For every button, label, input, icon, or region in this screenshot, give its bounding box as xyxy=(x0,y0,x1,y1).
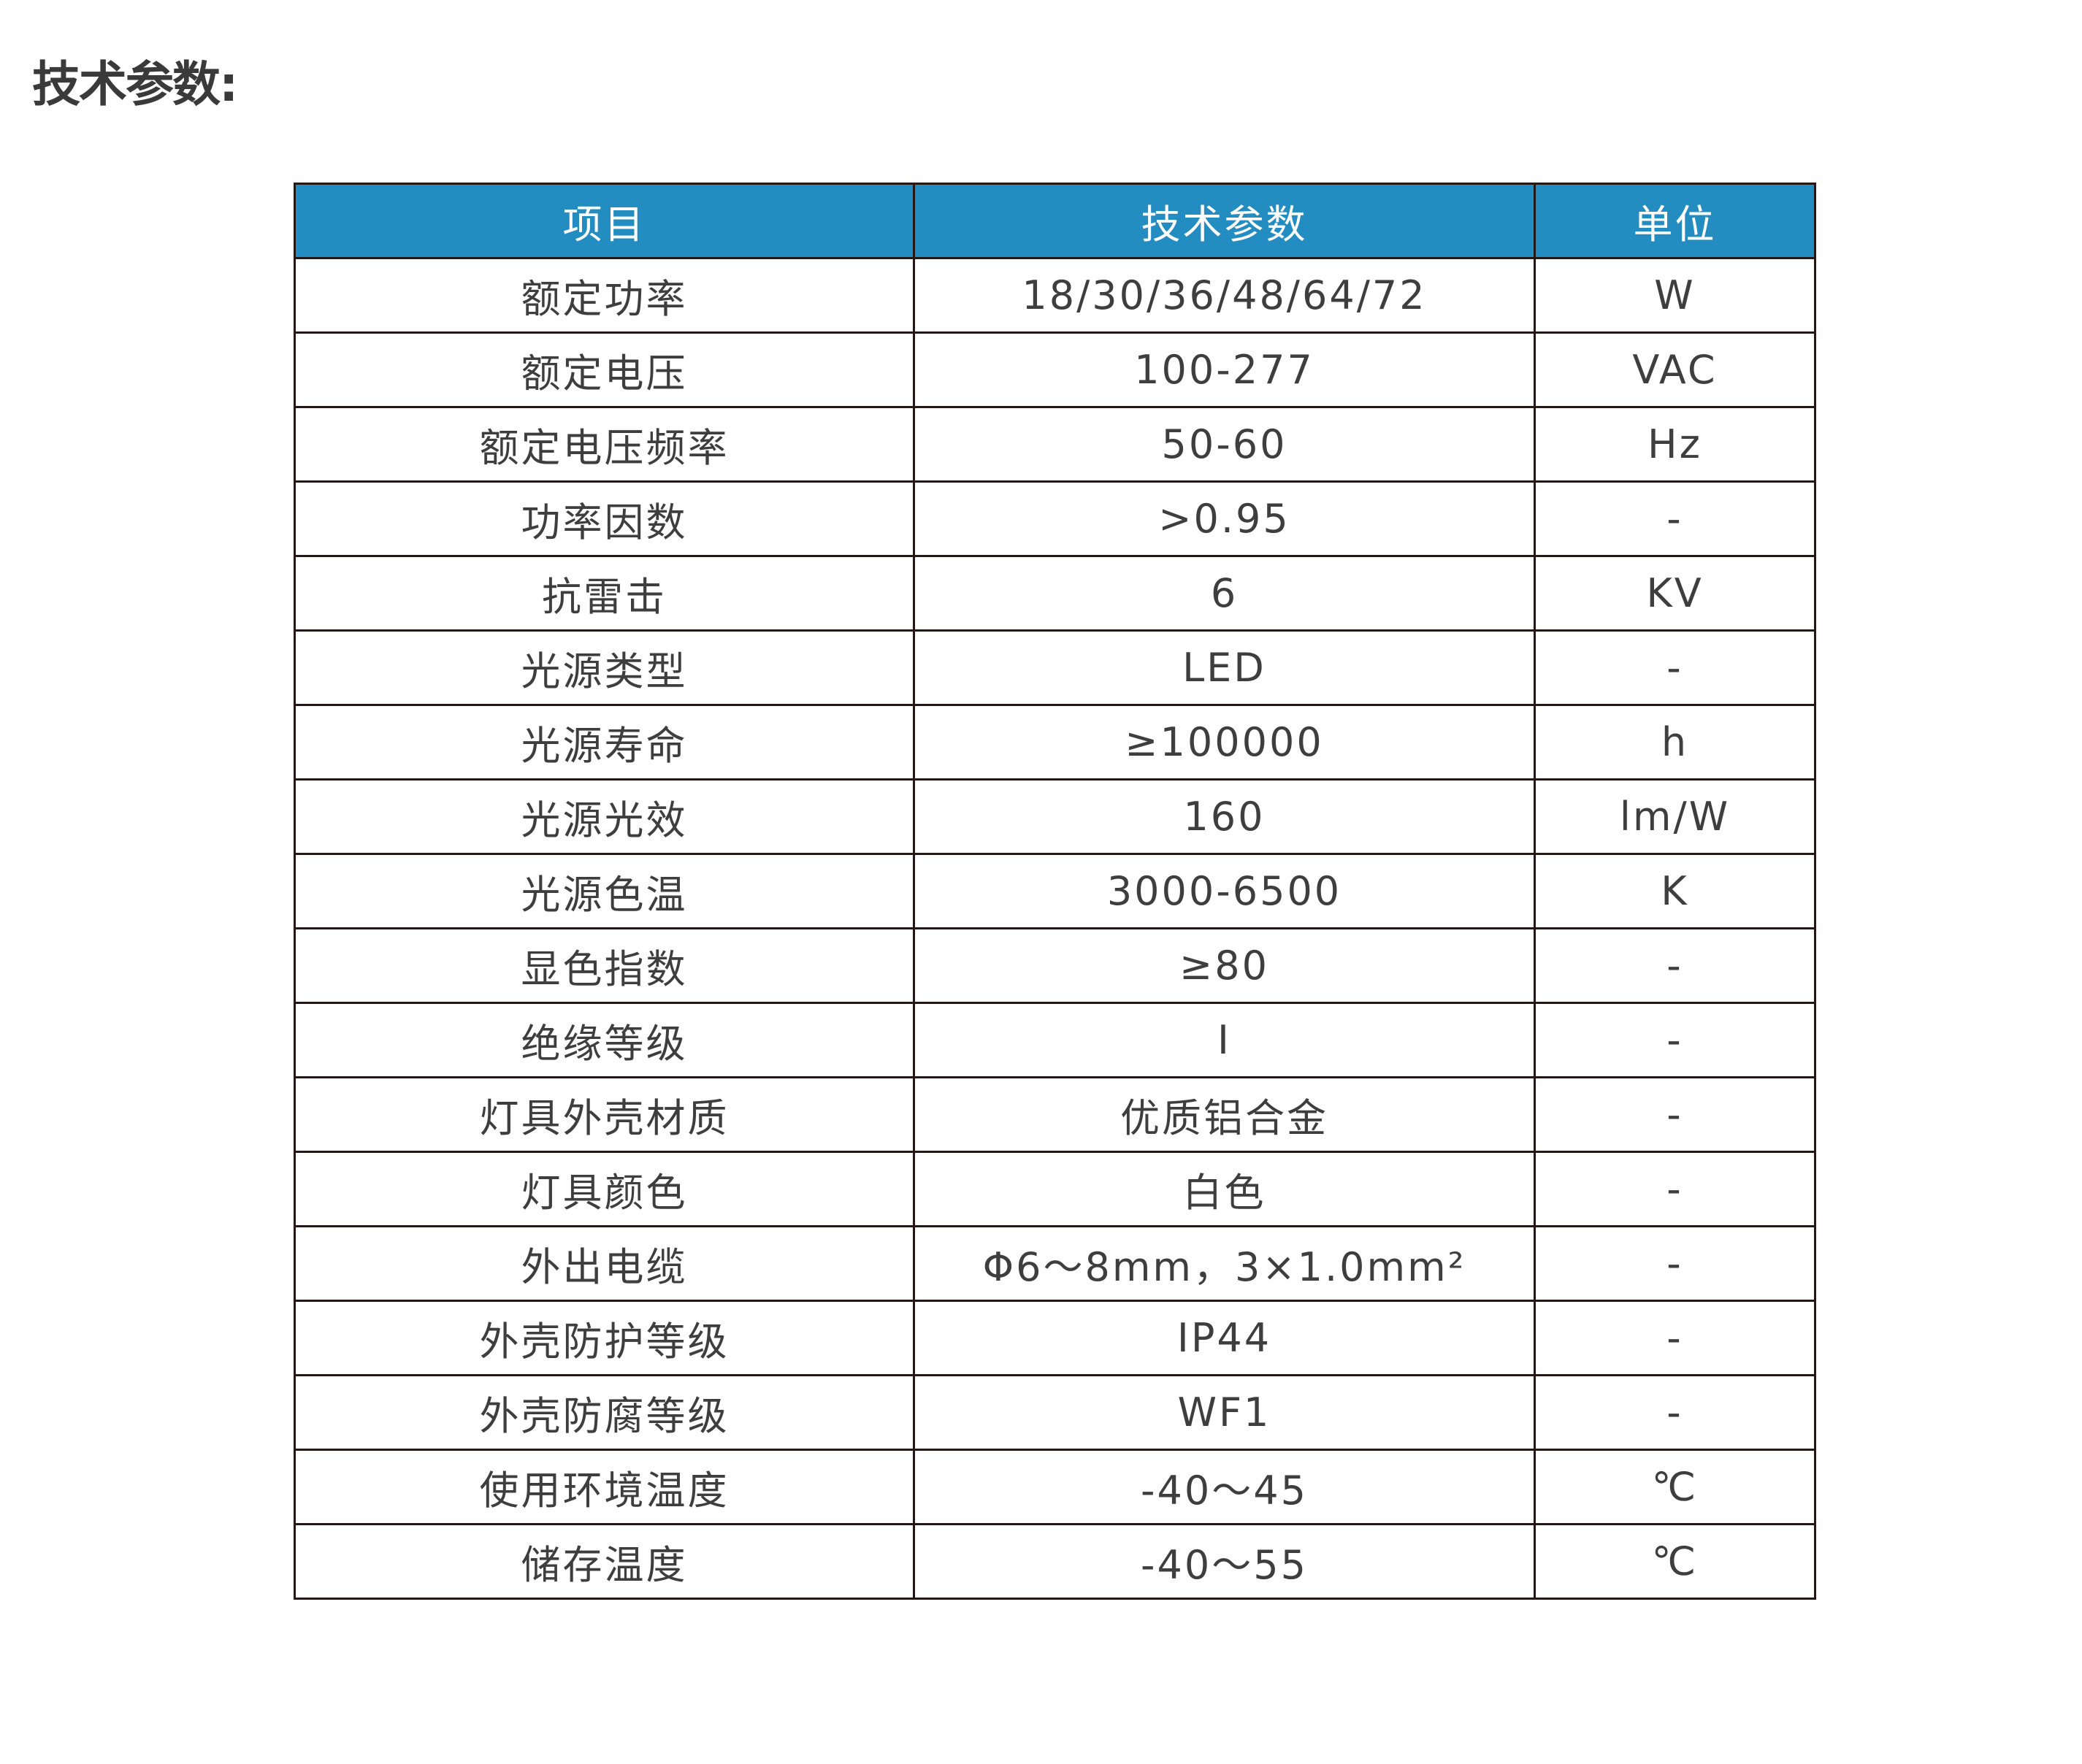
table-row: 功率因数 >0.95- xyxy=(294,480,1816,557)
cell-unit: W xyxy=(1534,257,1816,334)
cell-spec: WF1 xyxy=(913,1374,1536,1451)
cell-unit: Hz xyxy=(1534,406,1816,483)
cell-item: 光源光效 xyxy=(294,778,915,855)
cell-spec: -40～55 xyxy=(913,1523,1536,1600)
cell-item: 外壳防护等级 xyxy=(294,1300,915,1376)
cell-unit: - xyxy=(1534,927,1816,1004)
cell-unit: ℃ xyxy=(1534,1523,1816,1600)
cell-item: 抗雷击 xyxy=(294,555,915,632)
cell-unit: - xyxy=(1534,1151,1816,1227)
table-row: 外壳防护等级 IP44- xyxy=(294,1300,1816,1376)
cell-spec: LED xyxy=(913,629,1536,706)
cell-spec: 160 xyxy=(913,778,1536,855)
table-row: 额定功率 18/30/36/48/64/72 W xyxy=(294,257,1816,334)
table-row: 灯具外壳材质 优质铝合金 - xyxy=(294,1076,1816,1153)
section-title: 技术参数: xyxy=(32,56,238,112)
cell-spec: 3000-6500 xyxy=(913,853,1536,929)
cell-unit: - xyxy=(1534,480,1816,557)
cell-unit: - xyxy=(1534,1374,1816,1451)
cell-item: 灯具颜色 xyxy=(294,1151,915,1227)
cell-item: 额定电压 xyxy=(294,331,915,408)
cell-spec: ≥80 xyxy=(913,927,1536,1004)
cell-item: 外出电缆 xyxy=(294,1225,915,1302)
table-row: 光源寿命 ≥100000 h xyxy=(294,704,1816,781)
cell-spec: 白色 xyxy=(913,1151,1536,1227)
cell-item: 光源寿命 xyxy=(294,704,915,781)
table-row: 额定电压 100-277 VAC xyxy=(294,331,1816,408)
cell-item: 额定功率 xyxy=(294,257,915,334)
cell-item: 灯具外壳材质 xyxy=(294,1076,915,1153)
table-row: 光源类型 LED - xyxy=(294,629,1816,706)
cell-unit: KV xyxy=(1534,555,1816,632)
cell-unit: - xyxy=(1534,629,1816,706)
cell-unit: h xyxy=(1534,704,1816,781)
cell-item: 功率因数 xyxy=(294,480,915,557)
cell-item: 额定电压频率 xyxy=(294,406,915,483)
header-unit: 单位 xyxy=(1534,183,1816,259)
cell-spec: >0.95 xyxy=(913,480,1536,557)
cell-spec: 优质铝合金 xyxy=(913,1076,1536,1153)
cell-spec: IP44 xyxy=(913,1300,1536,1376)
cell-spec: I xyxy=(913,1002,1536,1078)
table-row: 显色指数 ≥80- xyxy=(294,927,1816,1004)
cell-unit: - xyxy=(1534,1225,1816,1302)
cell-spec: ≥100000 xyxy=(913,704,1536,781)
cell-spec: Φ6～8mm，3×1.0mm² xyxy=(913,1225,1536,1302)
table-row: 外出电缆 Φ6～8mm，3×1.0mm² - xyxy=(294,1225,1816,1302)
cell-unit: lm/W xyxy=(1534,778,1816,855)
cell-unit: - xyxy=(1534,1002,1816,1078)
table-row: 光源色温 3000-6500 K xyxy=(294,853,1816,929)
header-spec: 技术参数 xyxy=(913,183,1536,259)
cell-spec: 100-277 xyxy=(913,331,1536,408)
cell-item: 绝缘等级 xyxy=(294,1002,915,1078)
table-row: 抗雷击 6 KV xyxy=(294,555,1816,632)
table-row: 外壳防腐等级 WF1- xyxy=(294,1374,1816,1451)
cell-item: 使用环境温度 xyxy=(294,1449,915,1525)
table-row: 储存温度 -40～55 ℃ xyxy=(294,1523,1816,1600)
cell-spec: 6 xyxy=(913,555,1536,632)
cell-unit: VAC xyxy=(1534,331,1816,408)
cell-spec: 50-60 xyxy=(913,406,1536,483)
cell-unit: - xyxy=(1534,1300,1816,1376)
cell-unit: - xyxy=(1534,1076,1816,1153)
cell-unit: ℃ xyxy=(1534,1449,1816,1525)
table-row: 绝缘等级 I - xyxy=(294,1002,1816,1078)
table-row: 使用环境温度 -40～45 ℃ xyxy=(294,1449,1816,1525)
table-row: 额定电压频率 50-60 Hz xyxy=(294,406,1816,483)
table-row: 灯具颜色 白色 - xyxy=(294,1151,1816,1227)
header-item: 项目 xyxy=(294,183,915,259)
cell-item: 显色指数 xyxy=(294,927,915,1004)
table-header-row: 项目 技术参数 单位 xyxy=(294,183,1816,259)
cell-item: 光源类型 xyxy=(294,629,915,706)
cell-unit: K xyxy=(1534,853,1816,929)
cell-spec: 18/30/36/48/64/72 xyxy=(913,257,1536,334)
cell-item: 储存温度 xyxy=(294,1523,915,1600)
cell-item: 光源色温 xyxy=(294,853,915,929)
cell-item: 外壳防腐等级 xyxy=(294,1374,915,1451)
spec-table: 项目 技术参数 单位 额定功率 18/30/36/48/64/72 W 额定电压 100… xyxy=(294,183,1816,1600)
table-row: 光源光效 160 lm/W xyxy=(294,778,1816,855)
cell-spec: -40～45 xyxy=(913,1449,1536,1525)
